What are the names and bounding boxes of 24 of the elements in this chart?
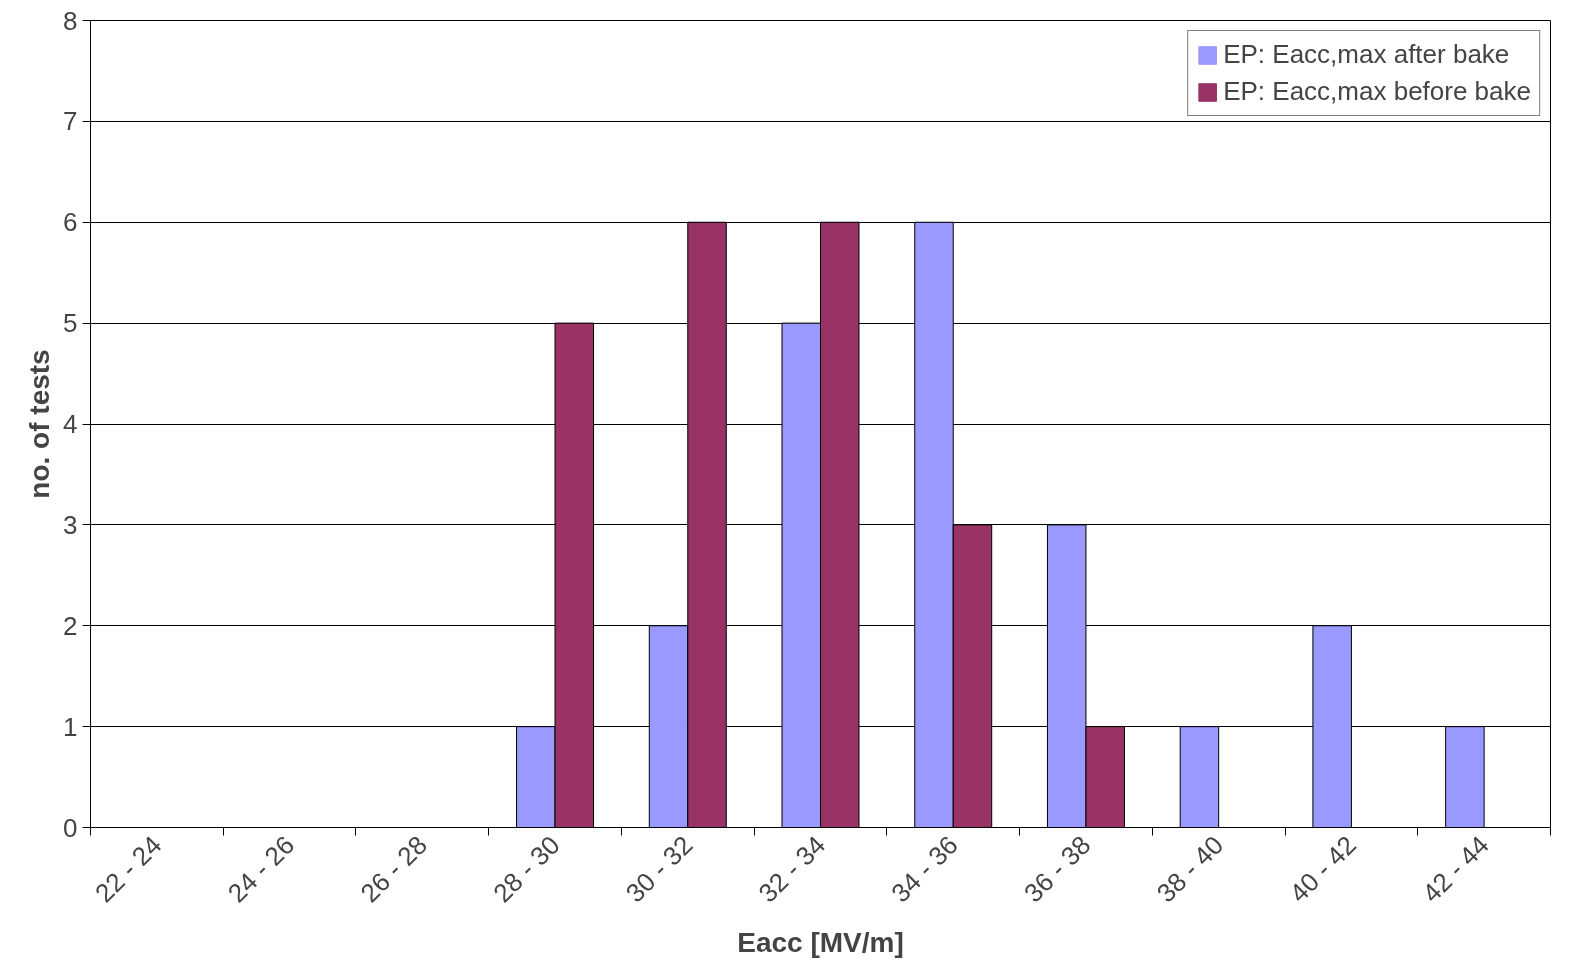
legend-label: EP: Eacc,max after bake — [1223, 39, 1510, 70]
y-tick-label: 4 — [63, 409, 78, 439]
y-tick-label: 1 — [63, 711, 78, 742]
x-tick-label: 36 - 38 — [1018, 829, 1097, 909]
y-tick-label: 3 — [63, 509, 78, 540]
y-tick-label: 2 — [63, 610, 78, 641]
x-tick-label: 30 - 32 — [619, 829, 699, 909]
y-axis-title: no. of tests — [24, 349, 56, 499]
x-tick-label: 34 - 36 — [885, 829, 964, 909]
y-tick-label: 6 — [63, 207, 78, 238]
x-tick-label: 28 - 30 — [487, 829, 566, 909]
x-tick-label: 22 - 24 — [89, 829, 168, 909]
y-tick-label: 8 — [63, 5, 78, 36]
y-tick-label: 0 — [63, 812, 78, 843]
x-tick-label: 42 - 44 — [1416, 829, 1495, 909]
y-tick-label: 7 — [63, 106, 78, 137]
x-tick-label: 26 - 28 — [354, 829, 433, 909]
x-tick-label: 24 - 26 — [221, 829, 301, 909]
y-tick-label: 5 — [63, 308, 78, 339]
legend-label: EP: Eacc,max before bake — [1223, 76, 1531, 107]
x-tick-label: 38 - 40 — [1150, 829, 1230, 909]
x-tick-label: 40 - 42 — [1283, 829, 1363, 909]
x-tick-label: 32 - 34 — [752, 829, 832, 909]
x-axis-title: Eacc [MV/m] — [737, 926, 904, 958]
